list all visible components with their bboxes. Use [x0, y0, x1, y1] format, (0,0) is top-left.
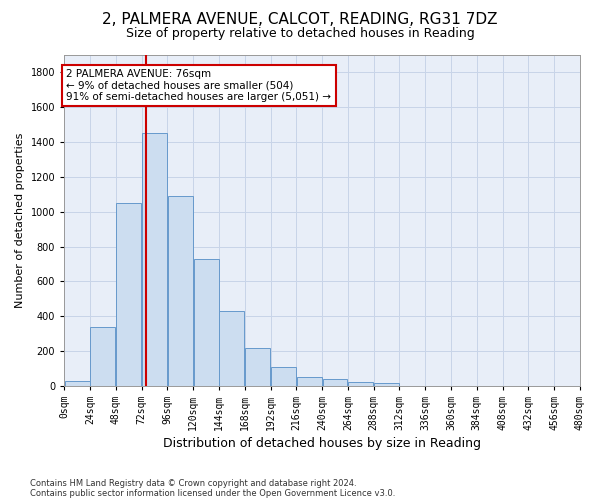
Y-axis label: Number of detached properties: Number of detached properties: [15, 132, 25, 308]
Bar: [168, 196, 193, 386]
Text: 2 PALMERA AVENUE: 76sqm
← 9% of detached houses are smaller (504)
91% of semi-de: 2 PALMERA AVENUE: 76sqm ← 9% of detached…: [67, 69, 331, 102]
Text: 2, PALMERA AVENUE, CALCOT, READING, RG31 7DZ: 2, PALMERA AVENUE, CALCOT, READING, RG31…: [102, 12, 498, 28]
Bar: [116, 203, 141, 386]
Text: Size of property relative to detached houses in Reading: Size of property relative to detached ho…: [125, 28, 475, 40]
Bar: [91, 326, 115, 386]
Bar: [297, 377, 322, 386]
Bar: [323, 379, 347, 386]
X-axis label: Distribution of detached houses by size in Reading: Distribution of detached houses by size …: [163, 437, 481, 450]
Text: Contains public sector information licensed under the Open Government Licence v3: Contains public sector information licen…: [30, 488, 395, 498]
Bar: [142, 134, 167, 386]
Bar: [65, 380, 89, 386]
Bar: [349, 382, 373, 386]
Bar: [374, 383, 399, 386]
Text: Contains HM Land Registry data © Crown copyright and database right 2024.: Contains HM Land Registry data © Crown c…: [30, 478, 356, 488]
Bar: [220, 311, 244, 386]
Bar: [271, 368, 296, 386]
Bar: [245, 348, 270, 386]
Bar: [194, 258, 218, 386]
